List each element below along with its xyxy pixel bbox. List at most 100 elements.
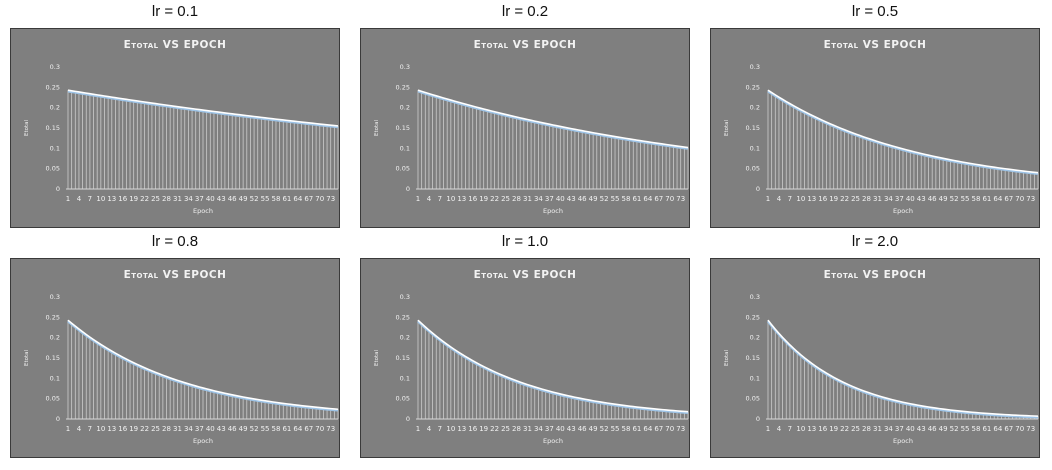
panel-title: lr = 0.2 [501,3,549,20]
x-tick-label: 40 [206,195,215,203]
y-tick-label: 0.3 [400,293,410,301]
y-tick-label: 0.25 [746,83,760,91]
chart-cell: lr = 2.0 Etotal VS EPOCH 0 0.05 0.1 0.15 0.2 0.… [710,230,1040,458]
drop-lines [767,90,1039,189]
x-tick-label: 46 [578,195,587,203]
x-tick-label: 13 [107,195,116,203]
x-tick-label: 34 [184,195,193,203]
x-axis-label: Epoch [893,207,913,215]
y-tick-label: 0.15 [46,124,60,132]
x-tick-label: 40 [206,425,215,433]
x-tick-label: 52 [600,195,609,203]
chart-title: Etotal VS EPOCH [124,269,227,281]
x-tick-label: 16 [468,195,477,203]
x-tick-label: 64 [293,425,302,433]
y-tick-label: 0.15 [746,124,760,132]
chart-panel: Etotal VS EPOCH 0 0.05 0.1 0.15 0.2 0.25 0.3 Eto… [360,258,690,458]
x-tick-label: 13 [807,425,816,433]
x-tick-label: 37 [545,425,554,433]
y-tick-label: 0.05 [396,165,410,173]
chart-cell: lr = 0.2 Etotal VS EPOCH 0 0.05 0.1 0.15 0.2 0.… [360,0,690,228]
x-tick-label: 19 [829,195,838,203]
x-tick-label: 25 [151,425,160,433]
x-tick-label: 28 [862,425,871,433]
y-tick-label: 0.05 [46,395,60,403]
x-tick-label: 13 [107,425,116,433]
x-tick-label: 67 [654,195,663,203]
x-tick-label: 58 [272,195,281,203]
series-line-shadow [766,320,1039,419]
x-tick-label: 7 [438,425,442,433]
y-tick-label: 0.2 [750,334,760,342]
chart-title: Etotal VS EPOCH [824,39,927,51]
x-tick-label: 22 [140,425,149,433]
y-tick-label: 0.1 [50,144,60,152]
x-tick-label: 19 [129,195,138,203]
series-line [417,89,689,149]
x-tick-label: 43 [217,195,226,203]
y-tick-label: 0.3 [750,63,760,71]
y-tick-label: 0.3 [400,63,410,71]
x-tick-label: 67 [304,195,313,203]
x-tick-label: 52 [250,195,259,203]
x-tick-label: 70 [1015,195,1024,203]
x-tick-label: 64 [993,195,1002,203]
x-tick-label: 49 [939,425,948,433]
x-tick-label: 4 [77,425,82,433]
x-tick-label: 49 [239,425,248,433]
chart-svg: Etotal VS EPOCH 0 0.05 0.1 0.15 0.2 0.25 0.3 Eto… [374,269,689,445]
y-tick-label: 0.2 [750,104,760,112]
x-axis-label: Epoch [893,437,913,445]
x-tick-label: 67 [654,425,663,433]
x-tick-label: 67 [1004,425,1013,433]
x-tick-label: 7 [88,195,92,203]
y-tick-label: 0.3 [750,293,760,301]
x-tick-label: 31 [873,425,882,433]
chart-panel: Etotal VS EPOCH 0 0.05 0.1 0.15 0.2 0.25 0.3 Eto… [360,28,690,228]
y-tick-label: 0 [406,415,410,423]
y-tick-label: 0.2 [50,104,60,112]
x-tick-label: 49 [939,195,948,203]
y-tick-label: 0.2 [400,104,410,112]
series-line-shadow [417,89,689,150]
x-tick-label: 7 [788,195,792,203]
y-tick-label: 0.15 [46,354,60,362]
x-tick-label: 70 [665,195,674,203]
y-tick-label: 0.3 [50,293,60,301]
x-tick-label: 4 [427,425,432,433]
drop-lines [67,320,339,419]
x-tick-label: 70 [665,425,674,433]
x-tick-label: 1 [416,425,420,433]
x-tick-label: 25 [501,195,510,203]
chart-panel: Etotal VS EPOCH 0 0.05 0.1 0.15 0.2 0.25 0.3 Eto… [10,28,340,228]
x-tick-label: 13 [457,425,466,433]
x-tick-label: 37 [545,195,554,203]
x-tick-label: 46 [928,195,937,203]
x-tick-label: 1 [766,425,770,433]
x-tick-label: 7 [88,425,92,433]
chart-cell: lr = 0.1 Etotal VS EPOCH 0 0.05 0.1 0.15 0.2 0.… [10,0,340,228]
x-tick-label: 25 [501,425,510,433]
x-tick-label: 16 [118,425,127,433]
x-tick-label: 1 [66,195,70,203]
x-tick-label: 52 [950,195,959,203]
x-tick-label: 61 [982,425,991,433]
x-tick-label: 43 [567,195,576,203]
y-tick-label: 0 [756,185,760,193]
x-tick-label: 58 [622,425,631,433]
y-tick-label: 0.25 [396,83,410,91]
y-tick-label: 0.2 [400,334,410,342]
chart-svg: Etotal VS EPOCH 0 0.05 0.1 0.15 0.2 0.25 0.3 Eto… [24,39,339,215]
x-tick-label: 46 [228,195,237,203]
x-tick-label: 7 [788,425,792,433]
y-tick-label: 0.15 [396,124,410,132]
chart-panel: Etotal VS EPOCH 0 0.05 0.1 0.15 0.2 0.25 0.3 Eto… [710,258,1040,458]
x-tick-label: 55 [961,425,970,433]
panel-title: lr = 2.0 [851,233,899,250]
x-tick-label: 46 [928,425,937,433]
y-axis-label: Etotal [24,350,30,367]
y-tick-label: 0.1 [750,144,760,152]
panel-title: lr = 0.1 [151,3,199,20]
panel-title: lr = 0.8 [151,233,199,250]
x-tick-label: 55 [261,425,270,433]
